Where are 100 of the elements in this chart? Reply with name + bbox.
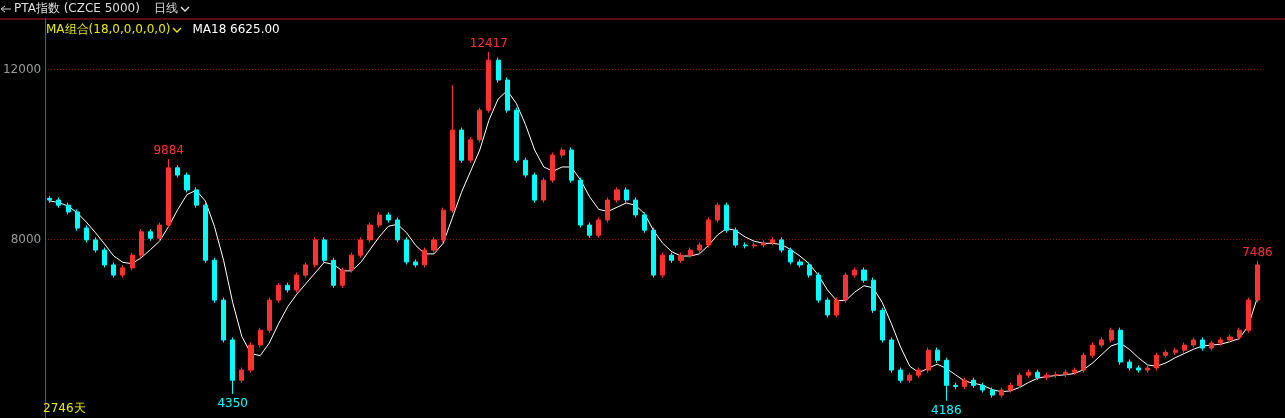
candlestick <box>194 186 199 209</box>
candlestick <box>880 307 885 344</box>
text: MA18 6625.00 <box>192 22 280 36</box>
candlestick <box>962 377 967 390</box>
candlestick <box>120 264 125 279</box>
candlestick <box>441 207 446 243</box>
candlestick <box>788 247 793 266</box>
candlestick <box>560 146 565 159</box>
chart-title: PTA指数 (CZCE 5000) <box>14 1 140 15</box>
candlestick <box>166 158 171 229</box>
y-tick-label: 8000 <box>10 232 42 247</box>
candlestick <box>1218 336 1223 346</box>
candlestick <box>1008 382 1013 394</box>
candlestick <box>422 247 427 268</box>
annotation: 4350 <box>217 395 248 410</box>
candlestick <box>852 266 857 279</box>
candlestick <box>669 252 674 264</box>
candlestick <box>148 228 153 242</box>
y-tick-label: 12000 <box>2 62 42 77</box>
candlestick <box>1026 369 1031 379</box>
annotation: MA组合(18,0,0,0,0,0) <box>46 22 171 36</box>
candlestick <box>1017 372 1022 389</box>
candlestick <box>349 252 354 274</box>
candlestick <box>239 367 244 384</box>
candlestick <box>761 239 766 249</box>
candlestick <box>614 186 620 204</box>
candlestick <box>1054 371 1059 379</box>
candlestick <box>212 257 217 304</box>
candlestick <box>331 257 336 289</box>
candlestick <box>175 164 180 179</box>
candlestick <box>1200 336 1205 352</box>
candlestick <box>1246 297 1251 334</box>
candlestick <box>550 152 555 184</box>
candlestick <box>523 157 528 179</box>
candlestick <box>1063 369 1068 378</box>
candlestick <box>1145 364 1150 374</box>
candlestick <box>84 225 89 243</box>
candlestick <box>413 258 418 268</box>
candlestick <box>926 347 931 374</box>
candlestick <box>651 227 656 279</box>
annotation: 7486 <box>1242 244 1273 259</box>
candlestick <box>697 241 702 254</box>
candlestick <box>898 367 903 384</box>
candlestick <box>1081 352 1086 374</box>
candlestick <box>861 266 867 284</box>
candlestick <box>1035 369 1040 381</box>
candlestick <box>486 51 491 114</box>
candlestick <box>468 136 473 164</box>
annotation: 4186 <box>931 402 962 417</box>
candlestick <box>1255 260 1260 304</box>
candlestick <box>130 252 135 271</box>
candlestick <box>706 216 711 249</box>
candlestick <box>1191 336 1196 349</box>
candlestick <box>386 211 391 224</box>
candlestick <box>258 327 263 349</box>
candlestick <box>367 222 373 243</box>
candlestick <box>715 202 720 224</box>
candlestick <box>184 171 190 193</box>
candlestick <box>203 202 208 264</box>
candlestick <box>678 252 684 264</box>
candlestick <box>889 336 894 374</box>
candlestick <box>276 282 281 304</box>
candlestick <box>587 222 592 239</box>
candlestick <box>779 236 784 254</box>
candlestick <box>834 297 839 319</box>
candlestick <box>578 177 583 229</box>
candlestick <box>496 57 501 84</box>
candlestick <box>624 186 629 204</box>
candlestick <box>1109 327 1114 344</box>
candlestick <box>660 252 665 279</box>
candlestick <box>1127 358 1132 372</box>
candlestick <box>596 216 601 239</box>
candlestick <box>1072 367 1077 376</box>
candlestick <box>66 202 71 215</box>
candlestick <box>1209 339 1214 352</box>
candlestick <box>1237 327 1242 341</box>
candlestick <box>541 177 546 204</box>
candlestick <box>1182 342 1187 354</box>
candlestick <box>1044 372 1050 381</box>
candlestick <box>569 146 574 184</box>
candlestick <box>322 236 327 264</box>
candlestick <box>807 261 812 279</box>
candlestick <box>157 222 162 242</box>
candlestick <box>230 336 235 395</box>
candlestick <box>450 84 455 214</box>
candlestick <box>303 261 308 279</box>
candlestick <box>743 241 748 249</box>
candlestick <box>953 382 958 390</box>
candlestick <box>990 386 995 399</box>
candlestick <box>935 347 940 364</box>
candlestick <box>404 236 409 266</box>
candlestick <box>642 211 647 234</box>
candlestick <box>724 202 729 234</box>
annotation: 9884 <box>153 143 184 158</box>
candlestick <box>532 171 537 204</box>
candlestick <box>102 247 107 268</box>
candlestick <box>340 266 345 289</box>
candlestick <box>770 236 775 246</box>
candlestick <box>871 277 876 314</box>
candlestick <box>431 236 437 254</box>
